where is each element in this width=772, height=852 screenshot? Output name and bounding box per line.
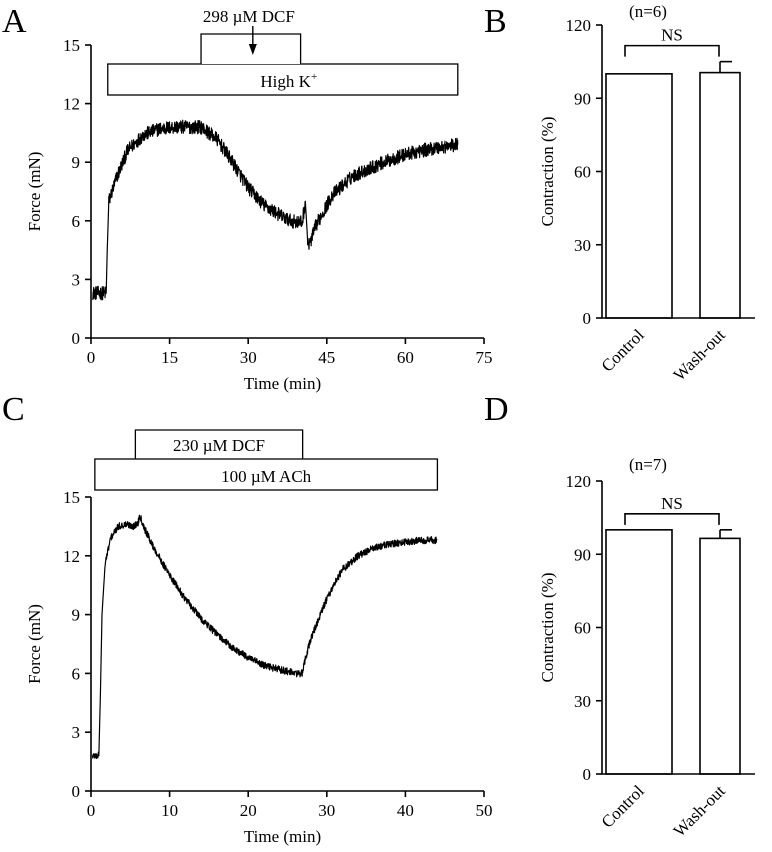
panel-b-y-axis-label: Contraction (%) bbox=[538, 117, 557, 227]
y-tick-label: 120 bbox=[566, 472, 592, 491]
panel-d-bar-chart: D (n=7) NS 0 30 60 90 120 Control Wash-out Co… bbox=[484, 391, 755, 841]
y-tick-label: 60 bbox=[574, 163, 591, 182]
panel-a-line-chart: A High K+ 298 µM DCF 0 3 6 9 12 15 0 15 30 45 60 7… bbox=[2, 3, 493, 393]
y-tick-label: 30 bbox=[574, 692, 591, 711]
x-tick-label: 30 bbox=[240, 348, 257, 367]
panel-a-annotations: High K+ 298 µM DCF bbox=[107, 7, 459, 96]
panel-d-n-label: (n=7) bbox=[629, 455, 667, 474]
y-tick-label: 9 bbox=[72, 606, 81, 625]
panel-a-letter: A bbox=[2, 3, 27, 40]
y-tick-label: 90 bbox=[574, 545, 591, 564]
panel-a-x-ticks: 0 15 30 45 60 75 bbox=[87, 338, 493, 367]
y-tick-label: 15 bbox=[63, 488, 80, 507]
panel-d-x-ticks: Control Wash-out bbox=[598, 781, 729, 840]
panel-b-bars bbox=[605, 60, 741, 319]
y-tick-label: 0 bbox=[583, 765, 592, 784]
panel-c-x-axis-label: Time (min) bbox=[244, 827, 321, 846]
x-tick-label-wash-out: Wash-out bbox=[670, 325, 729, 384]
y-tick-label: 0 bbox=[583, 309, 592, 328]
panel-b-letter: B bbox=[484, 3, 507, 40]
x-tick-label: 0 bbox=[87, 801, 96, 820]
panel-c-y-axis-label: Force (mN) bbox=[25, 604, 44, 684]
x-tick-label: 40 bbox=[397, 801, 414, 820]
panel-d-bars bbox=[605, 529, 741, 775]
y-tick-label: 3 bbox=[72, 723, 81, 742]
bar-control bbox=[605, 529, 673, 775]
panel-b-significance-label: NS bbox=[661, 26, 683, 45]
panel-b-n-label: (n=6) bbox=[629, 2, 667, 21]
panel-a-x-axis-label: Time (min) bbox=[244, 374, 321, 393]
ach-bar bbox=[94, 458, 439, 491]
panel-c-y-ticks: 0 3 6 9 12 15 bbox=[63, 488, 91, 801]
y-tick-label: 6 bbox=[72, 664, 81, 683]
panel-b-x-ticks: Control Wash-out bbox=[598, 325, 729, 384]
y-tick-label: 12 bbox=[63, 547, 80, 566]
x-tick-label: 15 bbox=[161, 348, 178, 367]
y-tick-label: 12 bbox=[63, 95, 80, 114]
x-tick-label: 10 bbox=[161, 801, 178, 820]
panel-d-significance-label: NS bbox=[661, 494, 683, 513]
y-tick-label: 3 bbox=[72, 270, 81, 289]
panel-b-significance-bracket bbox=[624, 44, 720, 57]
x-tick-label: 45 bbox=[318, 348, 335, 367]
x-tick-label-control: Control bbox=[598, 781, 648, 831]
force-trace-c bbox=[91, 514, 438, 760]
x-tick-label-wash-out: Wash-out bbox=[670, 781, 729, 840]
y-tick-label: 15 bbox=[63, 36, 80, 55]
high-k-label: High K+ bbox=[260, 71, 317, 91]
panel-b-y-ticks: 0 30 60 90 120 bbox=[566, 16, 602, 328]
y-tick-label: 30 bbox=[574, 236, 591, 255]
panel-b-bar-chart: B (n=6) NS 0 30 60 90 120 Control Wash-out Co… bbox=[484, 2, 755, 385]
force-trace-a bbox=[92, 119, 459, 301]
x-tick-label: 0 bbox=[87, 348, 96, 367]
panel-a-y-ticks: 0 3 6 9 12 15 bbox=[63, 36, 91, 348]
high-k-bar bbox=[107, 63, 459, 96]
x-tick-label-control: Control bbox=[598, 325, 648, 375]
x-tick-label: 75 bbox=[476, 348, 493, 367]
panel-d-y-axis-label: Contraction (%) bbox=[538, 573, 557, 683]
bar-wash-out bbox=[699, 537, 741, 775]
x-tick-label: 50 bbox=[476, 801, 493, 820]
panel-d-significance-bracket bbox=[624, 513, 720, 525]
y-tick-label: 9 bbox=[72, 153, 81, 172]
y-tick-label: 0 bbox=[72, 782, 81, 801]
x-tick-label: 30 bbox=[318, 801, 335, 820]
dcf-bracket-c bbox=[134, 429, 304, 459]
dcf-label: 298 µM DCF bbox=[203, 7, 295, 26]
panel-c-x-ticks: 0 10 20 30 40 50 bbox=[87, 791, 493, 820]
panel-d-letter: D bbox=[484, 391, 509, 428]
x-tick-label: 60 bbox=[397, 348, 414, 367]
panel-c-letter: C bbox=[2, 391, 25, 428]
y-tick-label: 6 bbox=[72, 212, 81, 231]
panel-a-y-axis-label: Force (mN) bbox=[25, 152, 44, 232]
panel-c-annotations: 230 µM DCF 100 µM ACh bbox=[94, 429, 439, 491]
x-tick-label: 20 bbox=[240, 801, 257, 820]
dcf-label-c: 230 µM DCF bbox=[173, 436, 265, 455]
y-tick-label: 0 bbox=[72, 329, 81, 348]
bar-control bbox=[605, 73, 673, 319]
y-tick-label: 90 bbox=[574, 89, 591, 108]
dcf-arrow-head bbox=[248, 44, 257, 55]
y-tick-label: 60 bbox=[574, 619, 591, 638]
ach-label: 100 µM ACh bbox=[221, 467, 312, 486]
panel-d-y-ticks: 0 30 60 90 120 bbox=[566, 472, 602, 784]
y-tick-label: 120 bbox=[566, 16, 592, 35]
panel-c-line-chart: C 230 µM DCF 100 µM ACh 0 3 6 9 12 15 0 10 20 30… bbox=[2, 391, 493, 846]
bar-wash-out bbox=[699, 71, 741, 319]
